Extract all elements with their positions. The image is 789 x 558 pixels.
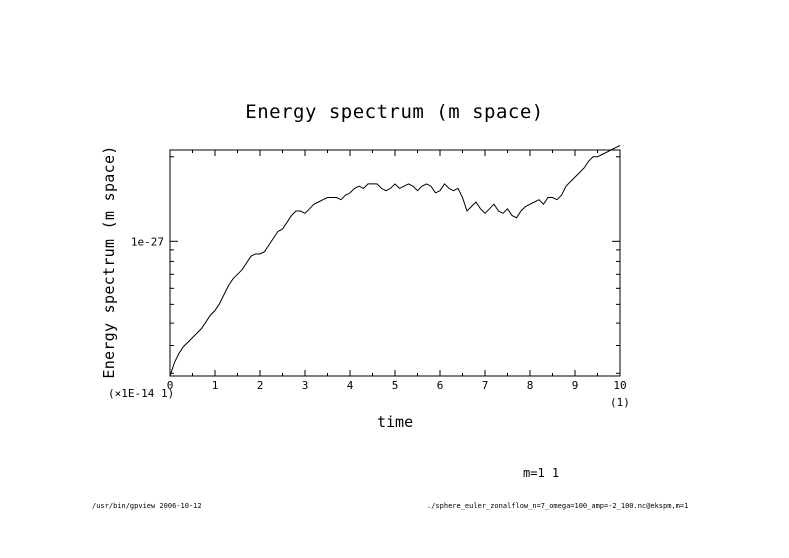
mode-label: m=1 1 [523, 466, 560, 480]
x-tick-label: 0 [167, 379, 174, 392]
footer-left-command: /usr/bin/gpview 2006-10-12 [92, 502, 202, 510]
x-tick-label: 1 [212, 379, 219, 392]
series-line [169, 145, 621, 377]
x-tick-label: 8 [527, 379, 534, 392]
x-axis-label: time [377, 413, 414, 431]
x-tick-label: 9 [572, 379, 579, 392]
x-scale-note: (1) [610, 396, 630, 409]
x-tick-label: 4 [347, 379, 354, 392]
footer-right-source: ./sphere_euler_zonalflow_n=7_omega=100_a… [427, 502, 689, 510]
x-tick-label: 7 [482, 379, 489, 392]
y-tick-label: 1e-27 [131, 235, 164, 248]
x-tick-label: 5 [392, 379, 399, 392]
x-tick-label: 2 [257, 379, 264, 392]
x-tick-label: 3 [302, 379, 309, 392]
chart-title: Energy spectrum (m space) [245, 101, 544, 123]
y-scale-note: (×1E-14 1) [108, 387, 175, 400]
x-tick-label: 6 [437, 379, 444, 392]
x-tick-label: 10 [613, 379, 626, 392]
